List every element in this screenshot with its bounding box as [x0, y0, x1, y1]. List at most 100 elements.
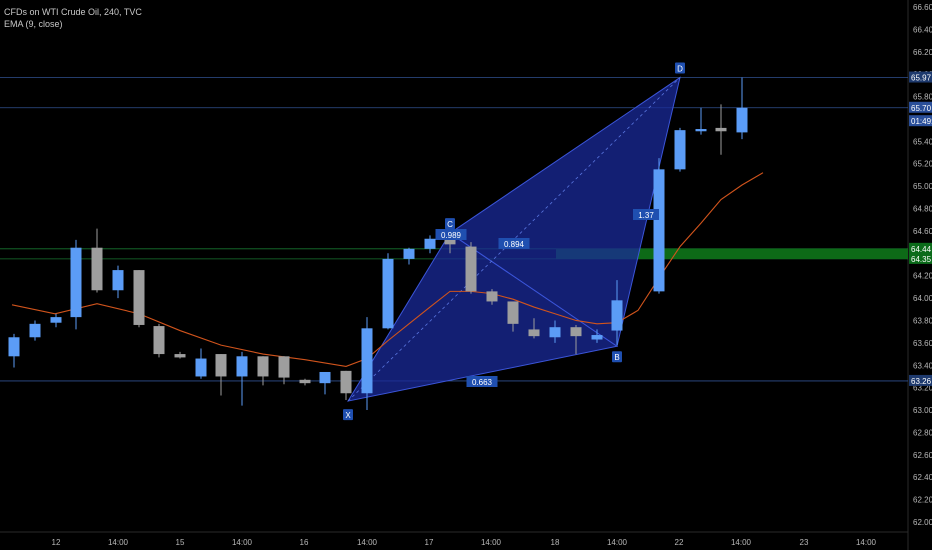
candle: [278, 356, 290, 385]
candle: [674, 127, 686, 172]
candle: [736, 77, 748, 140]
price-tag-box: [909, 101, 932, 113]
y-tick-label: 65.80: [913, 93, 932, 102]
y-tick-label: 63.80: [913, 316, 932, 325]
candle: [695, 107, 707, 135]
pattern-point-box: [612, 351, 622, 363]
pattern-point-box: [445, 218, 455, 230]
candle-body: [715, 127, 727, 132]
candle: [591, 329, 603, 343]
x-tick-label: 14:00: [856, 538, 877, 547]
candle: [653, 158, 665, 294]
candle: [112, 265, 124, 299]
candle-body: [382, 258, 394, 329]
price-tag-box: [909, 374, 932, 386]
candle: [403, 247, 415, 265]
candle-body: [319, 371, 331, 384]
candle-body: [29, 323, 41, 338]
price-tag-label: 63.26: [911, 377, 932, 386]
candle-body: [674, 130, 686, 170]
candle: [133, 270, 145, 328]
pattern-point-box: [675, 62, 685, 74]
candle: [153, 323, 165, 358]
candle-body: [570, 327, 582, 337]
ratio-label-box: [466, 376, 498, 387]
x-tick-label: 14:00: [731, 538, 752, 547]
price-tag-label: 64.44: [911, 245, 932, 254]
pattern-point-box: [343, 409, 353, 421]
y-tick-label: 62.00: [913, 518, 932, 527]
ratio-label: 1.37: [638, 211, 654, 220]
y-tick-label: 63.60: [913, 339, 932, 348]
candle: [528, 318, 540, 339]
y-tick-label: 64.20: [913, 272, 932, 281]
price-tag-label: 65.97: [911, 74, 932, 83]
x-tick-label: 14:00: [108, 538, 129, 547]
candle-body: [653, 169, 665, 292]
candle: [29, 320, 41, 341]
ratio-label-box: [633, 209, 659, 220]
candle-body: [465, 246, 477, 292]
candle-body: [695, 129, 707, 132]
candle: [507, 301, 519, 332]
candle-body: [215, 354, 227, 377]
candle-body: [236, 356, 248, 377]
candle-body: [507, 301, 519, 324]
candle-body: [736, 107, 748, 133]
x-tick-label: 16: [300, 538, 309, 547]
pattern-point-label-c: C: [447, 220, 453, 229]
candle-body: [153, 326, 165, 355]
candle-body: [591, 335, 603, 340]
candle-body: [133, 270, 145, 325]
candle: [195, 348, 207, 379]
ratio-label-box: [498, 238, 530, 249]
candle: [257, 356, 269, 386]
candle: [715, 104, 727, 155]
x-tick-label: 17: [425, 538, 434, 547]
candle: [465, 242, 477, 294]
price-tag-box: [909, 242, 932, 254]
y-tick-label: 66.60: [913, 3, 932, 12]
y-tick-label: 62.60: [913, 451, 932, 460]
price-tag-label: 64.35: [911, 255, 932, 264]
x-tick-label: 14:00: [481, 538, 502, 547]
candle: [382, 253, 394, 330]
y-tick-label: 65.40: [913, 137, 932, 146]
x-tick-label: 15: [176, 538, 185, 547]
candle-body: [278, 356, 290, 378]
chart-title: CFDs on WTI Crude Oil, 240, TVC: [4, 7, 142, 17]
candle: [91, 228, 103, 293]
candle-body: [611, 300, 623, 331]
candle-body: [70, 247, 82, 318]
ratio-label-box: [435, 229, 467, 240]
candle: [8, 333, 20, 368]
y-tick-label: 64.00: [913, 294, 932, 303]
y-tick-label: 65.00: [913, 182, 932, 191]
pattern-xd-ratio-line: [347, 77, 681, 402]
candle-body: [403, 248, 415, 259]
candle: [236, 351, 248, 406]
y-tick-label: 66.20: [913, 48, 932, 57]
x-tick-label: 14:00: [357, 538, 378, 547]
candle: [611, 280, 623, 346]
candle: [361, 317, 373, 411]
ratio-label: 0.989: [441, 231, 462, 240]
candle: [319, 371, 331, 395]
ema-indicator-label[interactable]: EMA (9, close): [4, 19, 63, 29]
price-tag-label: 01:49:21: [911, 117, 932, 126]
candle-body: [174, 354, 186, 358]
candle-body: [257, 356, 269, 377]
candle: [299, 378, 311, 386]
candle: [50, 313, 62, 328]
candle-body: [8, 337, 20, 357]
candle-body: [91, 247, 103, 291]
y-tick-label: 62.80: [913, 428, 932, 437]
x-tick-label: 23: [800, 538, 809, 547]
candle: [424, 235, 436, 254]
candle-body: [299, 379, 311, 384]
x-tick-label: 14:00: [232, 538, 253, 547]
candle: [340, 370, 352, 400]
y-tick-label: 63.20: [913, 384, 932, 393]
y-tick-label: 66.40: [913, 25, 932, 34]
